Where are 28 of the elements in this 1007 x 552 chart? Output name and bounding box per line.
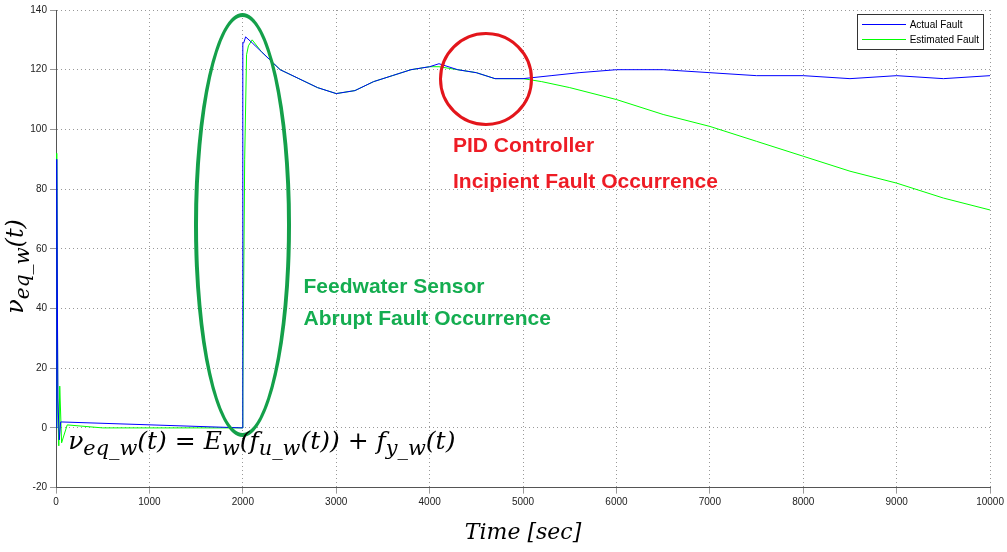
annotation: Feedwater Sensor [303, 273, 485, 298]
x-tick-label: 9000 [885, 496, 909, 508]
annotation: Incipient Fault Occurrence [452, 169, 718, 194]
y-tick-label: 20 [35, 361, 48, 373]
y-tick-label: 140 [30, 3, 48, 15]
x-axis-title: Time [sec] [464, 518, 582, 544]
x-tick-label: 6000 [605, 496, 629, 508]
x-tick-label: 2000 [231, 496, 255, 508]
x-tick-label: 8000 [792, 496, 815, 508]
legend-label: Estimated Fault [909, 33, 980, 47]
x-tick-label: 4000 [418, 496, 442, 508]
legend-label: Actual Fault [909, 18, 963, 32]
text: ν$_{eq_w}$(t) = E$_{w}$(f$_{u_w}$(t)) + f$_{y_w}$(t) [68, 425, 456, 460]
x-tick-label: 0 [53, 496, 60, 508]
y-tick-label: 120 [30, 63, 48, 75]
annotation: Abrupt Fault Occurrence [303, 306, 551, 331]
annotation: PID Controller [452, 133, 595, 158]
y-tick-label: 80 [35, 182, 48, 194]
y-tick-label: 0 [41, 421, 48, 433]
y-tick-label: 60 [35, 242, 48, 254]
x-tick-label: 3000 [325, 496, 348, 508]
x-tick-label: 1000 [138, 496, 161, 508]
x-tick-label: 10000 [976, 496, 1005, 508]
y-tick-label: 40 [35, 302, 48, 314]
x-tick-label: 5000 [511, 496, 535, 508]
y-tick-label: -20 [32, 481, 48, 493]
y-tick-label: 100 [30, 123, 48, 135]
x-tick-label: 7000 [698, 496, 722, 508]
